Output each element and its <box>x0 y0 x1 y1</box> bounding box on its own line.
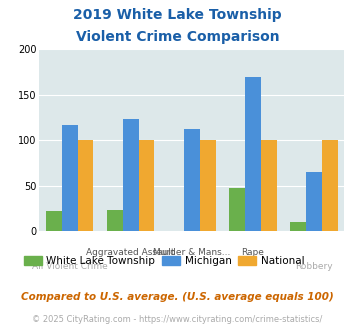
Bar <box>138 140 154 231</box>
Bar <box>107 210 123 231</box>
Text: Aggravated Assault: Aggravated Assault <box>86 248 175 257</box>
Text: Murder & Mans...: Murder & Mans... <box>153 248 230 257</box>
Text: Rape: Rape <box>241 248 264 257</box>
Bar <box>306 172 322 231</box>
Bar <box>290 222 306 231</box>
Bar <box>77 140 93 231</box>
Text: Robbery: Robbery <box>295 262 333 271</box>
Legend: White Lake Township, Michigan, National: White Lake Township, Michigan, National <box>20 252 308 270</box>
Bar <box>229 188 245 231</box>
Text: Compared to U.S. average. (U.S. average equals 100): Compared to U.S. average. (U.S. average … <box>21 292 334 302</box>
Bar <box>62 125 77 231</box>
Bar <box>322 140 338 231</box>
Text: All Violent Crime: All Violent Crime <box>32 262 108 271</box>
Bar <box>123 119 138 231</box>
Text: Violent Crime Comparison: Violent Crime Comparison <box>76 30 279 44</box>
Bar <box>245 77 261 231</box>
Bar <box>184 129 200 231</box>
Bar <box>261 140 277 231</box>
Text: 2019 White Lake Township: 2019 White Lake Township <box>73 8 282 22</box>
Bar <box>46 211 62 231</box>
Bar <box>200 140 215 231</box>
Text: © 2025 CityRating.com - https://www.cityrating.com/crime-statistics/: © 2025 CityRating.com - https://www.city… <box>32 315 323 324</box>
